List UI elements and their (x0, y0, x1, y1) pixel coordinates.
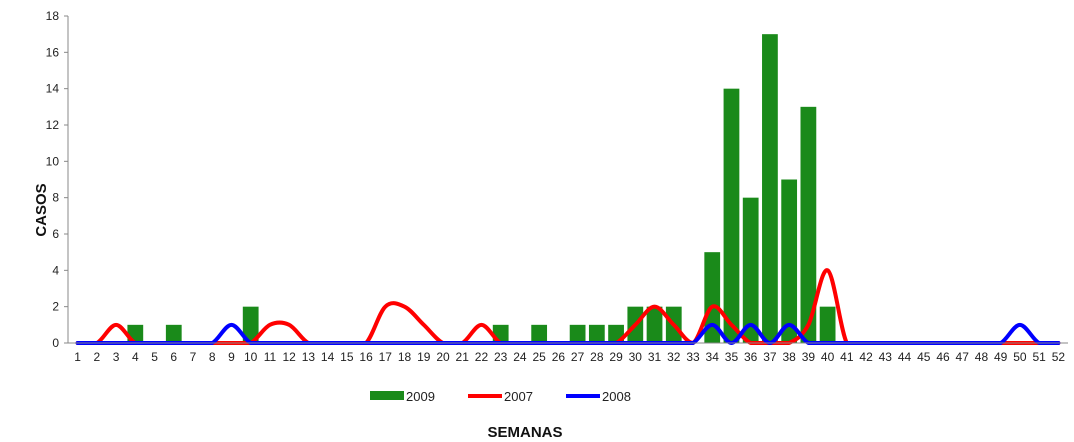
x-tick-label: 7 (190, 350, 197, 364)
bar-2009-week-25 (531, 324, 548, 343)
bar-2009-week-6 (165, 324, 182, 343)
x-tick-label: 30 (629, 350, 643, 364)
legend-label-2008: 2008 (602, 389, 631, 404)
bar-2009-week-37 (762, 34, 778, 344)
y-tick-label: 8 (52, 191, 59, 205)
x-tick-label: 31 (648, 350, 662, 364)
x-tick-label: 8 (209, 350, 216, 364)
y-tick-labels: 0 2 4 6 8 10 12 14 16 18 (46, 9, 60, 350)
x-tick-label: 10 (244, 350, 258, 364)
x-tick-label: 16 (359, 350, 373, 364)
x-tick-label: 19 (417, 350, 431, 364)
x-tick-label: 13 (302, 350, 316, 364)
x-tick-label: 33 (686, 350, 700, 364)
y-tick-label: 12 (46, 118, 60, 132)
y-tick-label: 10 (46, 154, 60, 168)
bar-2009-week-40 (819, 306, 836, 343)
x-tick-label: 38 (782, 350, 796, 364)
x-tick-label: 44 (898, 350, 912, 364)
bar-2009-week-39 (800, 106, 817, 343)
legend-label-2009: 2009 (406, 389, 435, 404)
x-tick-label: 41 (840, 350, 854, 364)
y-tick-label: 4 (52, 263, 59, 277)
x-tick-label: 45 (917, 350, 931, 364)
bar-2009-week-36 (742, 197, 759, 343)
x-tick-label: 17 (379, 350, 393, 364)
x-tick-label: 39 (802, 350, 816, 364)
x-tick-label: 43 (879, 350, 893, 364)
x-tick-label: 35 (725, 350, 739, 364)
x-tick-label: 5 (151, 350, 158, 364)
axes (64, 15, 1068, 344)
x-tick-label: 27 (571, 350, 585, 364)
legend-swatch-2009 (370, 391, 404, 400)
x-tick-label: 37 (763, 350, 777, 364)
y-tick-label: 6 (52, 227, 59, 241)
x-tick-label: 2 (94, 350, 101, 364)
x-tick-label: 14 (321, 350, 335, 364)
legend: 2009 2007 2008 (370, 389, 631, 404)
bar-2009-week-27 (569, 324, 586, 343)
bar-2009-week-10 (242, 306, 259, 343)
y-axis-title: CASOS (33, 183, 50, 236)
x-axis-title: SEMANAS (487, 424, 562, 441)
x-tick-label: 22 (475, 350, 489, 364)
x-tick-label: 18 (398, 350, 412, 364)
x-tick-label: 26 (552, 350, 566, 364)
x-tick-label: 9 (228, 350, 235, 364)
bar-2009-week-28 (588, 324, 605, 343)
bar-2009-week-38 (781, 179, 798, 343)
x-tick-label: 49 (994, 350, 1008, 364)
x-tick-label: 3 (113, 350, 120, 364)
bar-2009-week-34 (704, 252, 721, 343)
line-series-2008 (75, 322, 1061, 345)
x-tick-label: 46 (936, 350, 950, 364)
x-tick-label: 21 (456, 350, 470, 364)
x-tick-label: 40 (821, 350, 835, 364)
bar-2009-week-31 (646, 306, 663, 343)
x-tick-label: 11 (264, 350, 277, 364)
y-tick-label: 0 (52, 336, 59, 350)
x-tick-label: 36 (744, 350, 758, 364)
bar-layer (127, 34, 836, 344)
x-tick-label: 25 (532, 350, 546, 364)
x-tick-label: 1 (74, 350, 81, 364)
x-tick-label: 47 (956, 350, 970, 364)
y-tick-label: 2 (52, 300, 59, 314)
x-tick-label: 50 (1013, 350, 1027, 364)
x-tick-label: 23 (494, 350, 508, 364)
x-tick-label: 12 (282, 350, 296, 364)
x-tick-label: 4 (132, 350, 139, 364)
legend-label-2007: 2007 (504, 389, 533, 404)
y-tick-label: 14 (46, 82, 60, 96)
x-tick-label: 48 (975, 350, 989, 364)
x-tick-label: 29 (609, 350, 623, 364)
bar-2009-week-35 (723, 88, 740, 344)
x-tick-label: 52 (1052, 350, 1066, 364)
x-tick-label: 51 (1032, 350, 1046, 364)
x-tick-label: 34 (706, 350, 720, 364)
x-tick-label: 15 (340, 350, 354, 364)
x-tick-label: 32 (667, 350, 681, 364)
y-tick-label: 16 (46, 45, 60, 59)
x-tick-label: 28 (590, 350, 604, 364)
y-tick-label: 18 (46, 9, 60, 23)
line-layer (75, 268, 1061, 345)
x-tick-label: 6 (170, 350, 177, 364)
x-tick-labels: 1 2 3 4 5 6 7 8 9 10 11 12 13 14 15 16 17 18 19 20 21 22 23 24 2… (74, 350, 1065, 364)
x-tick-label: 42 (859, 350, 873, 364)
x-tick-label: 24 (513, 350, 527, 364)
x-tick-label: 20 (436, 350, 450, 364)
